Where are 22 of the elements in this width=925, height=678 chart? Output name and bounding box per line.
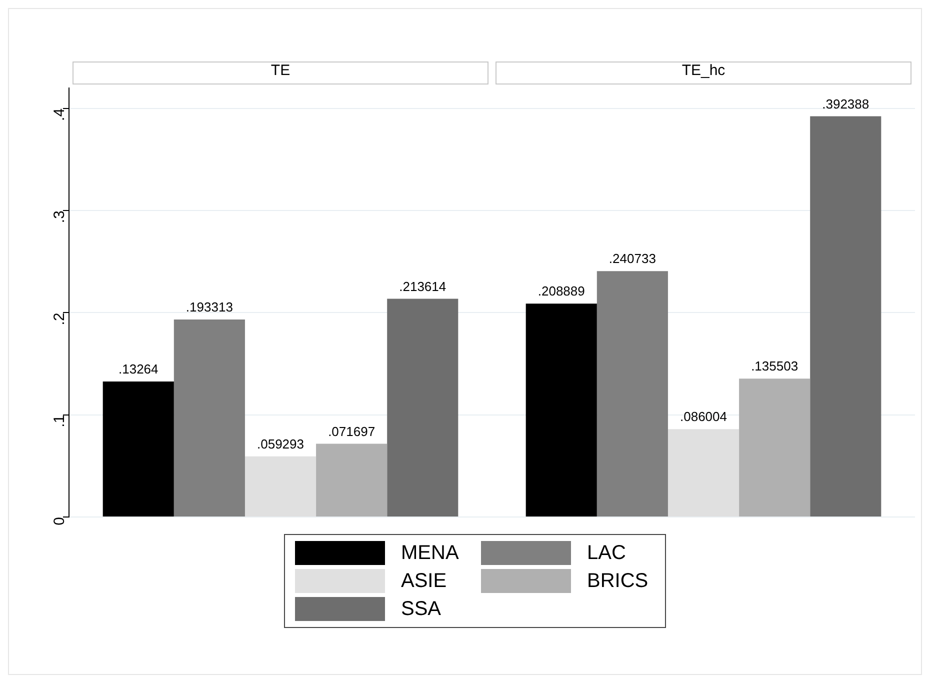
- y-tick-label: .1: [51, 414, 68, 428]
- data-label: .240733: [608, 251, 656, 266]
- data-label: .213614: [399, 278, 446, 294]
- data-label: .392388: [822, 96, 870, 112]
- y-tick-label: .4: [51, 108, 68, 121]
- x-tick-label: TE_hc: [682, 62, 726, 80]
- data-label: .071697: [328, 424, 376, 439]
- y-tick-label: .3: [51, 210, 68, 224]
- legend-label: LAC: [587, 542, 626, 564]
- legend-label: BRICS: [587, 570, 648, 592]
- data-label: .135503: [751, 358, 798, 374]
- y-tick-label: .2: [51, 312, 68, 326]
- data-label: .059293: [257, 436, 304, 452]
- x-tick-label: TE: [270, 62, 290, 80]
- data-label: .208889: [538, 284, 585, 299]
- legend-label: ASIE: [401, 570, 447, 592]
- legend-label: SSA: [401, 598, 442, 620]
- y-tick-label: 0: [51, 517, 68, 526]
- legend-label: MENA: [401, 542, 459, 564]
- data-label: .193313: [186, 300, 233, 315]
- data-label: .086004: [680, 409, 727, 424]
- data-label: .13264: [118, 362, 158, 377]
